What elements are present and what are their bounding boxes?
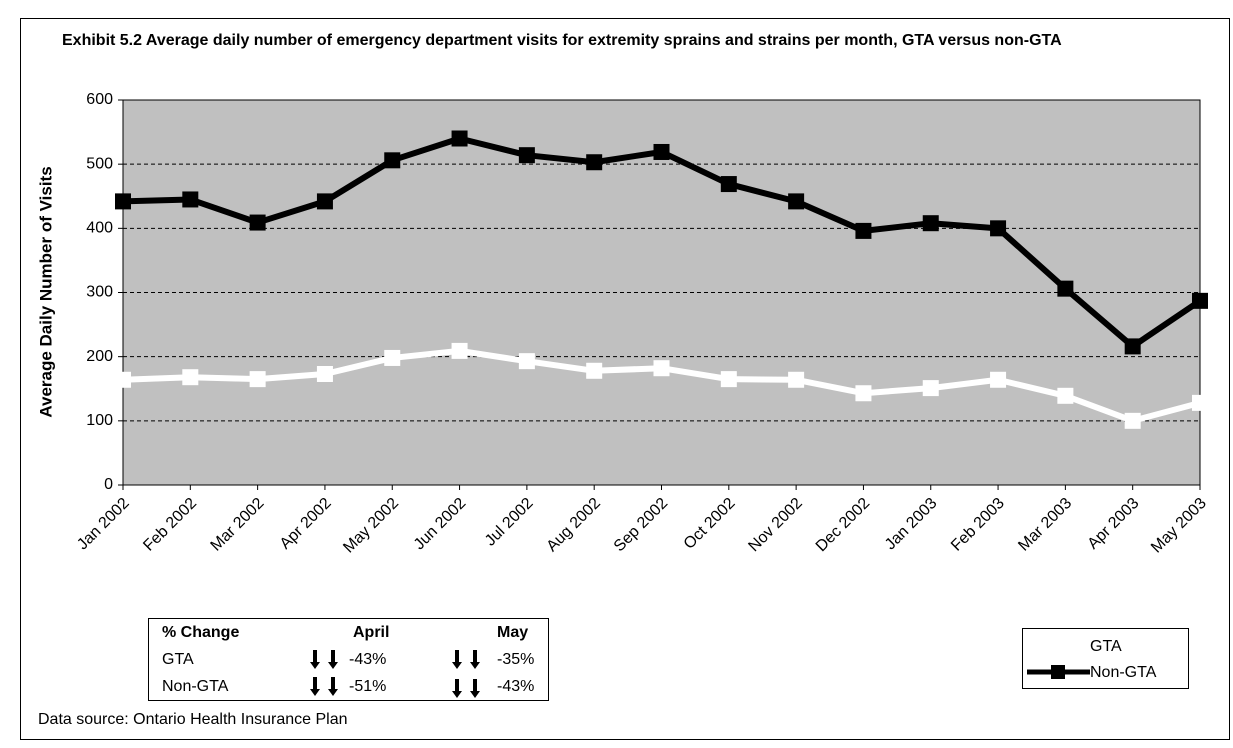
y-axis-title: Average Daily Number of Visits (36, 166, 55, 417)
point-marker (1124, 338, 1141, 355)
point-marker (788, 371, 805, 388)
point-marker (451, 130, 468, 147)
source-note: Data source: Ontario Health Insurance Pl… (38, 711, 348, 728)
table-header: % Change (162, 624, 239, 641)
table-cell: -43% (349, 651, 386, 668)
point-marker (182, 369, 199, 386)
y-tick-label: 0 (104, 476, 113, 493)
point-marker (115, 193, 131, 210)
point-marker (1192, 394, 1208, 411)
point-marker (720, 371, 737, 388)
legend-label: GTA (1090, 638, 1122, 655)
point-marker (653, 360, 670, 377)
point-marker (316, 365, 333, 382)
table-cell: -43% (497, 678, 534, 695)
point-marker (1124, 412, 1141, 429)
point-marker (586, 154, 603, 171)
point-marker (720, 176, 737, 193)
point-marker (855, 385, 872, 402)
point-marker (115, 371, 131, 388)
legend-marker (1051, 665, 1065, 679)
point-marker (788, 193, 805, 210)
point-marker (990, 220, 1007, 237)
point-marker (586, 362, 603, 379)
point-marker (990, 371, 1007, 388)
legend-label: Non-GTA (1090, 664, 1157, 681)
point-marker (1057, 387, 1074, 404)
point-marker (1057, 280, 1074, 297)
table-header: May (497, 624, 528, 641)
table-cell: -35% (497, 651, 534, 668)
table-cell: GTA (162, 651, 194, 668)
change-table-box (148, 618, 549, 701)
y-tick-label: 400 (86, 220, 113, 237)
point-marker (316, 193, 333, 210)
y-tick-label: 300 (86, 284, 113, 301)
y-tick-label: 500 (86, 155, 113, 172)
y-tick-label: 600 (86, 91, 113, 108)
point-marker (451, 342, 468, 359)
legend-marker (1051, 639, 1065, 653)
point-marker (922, 380, 939, 397)
point-marker (855, 222, 872, 239)
y-tick-label: 100 (86, 412, 113, 429)
chart-title: Exhibit 5.2 Average daily number of emer… (62, 32, 1062, 49)
y-tick-label: 200 (86, 348, 113, 365)
point-marker (182, 191, 199, 208)
point-marker (249, 371, 266, 388)
point-marker (384, 152, 401, 169)
table-cell: Non-GTA (162, 678, 229, 695)
table-header: April (353, 624, 389, 641)
point-marker (653, 143, 670, 160)
point-marker (1192, 292, 1208, 309)
table-cell: -51% (349, 678, 386, 695)
point-marker (518, 147, 535, 164)
point-marker (518, 353, 535, 370)
point-marker (384, 349, 401, 366)
point-marker (249, 214, 266, 231)
point-marker (922, 215, 939, 232)
legend-box (1022, 628, 1189, 689)
